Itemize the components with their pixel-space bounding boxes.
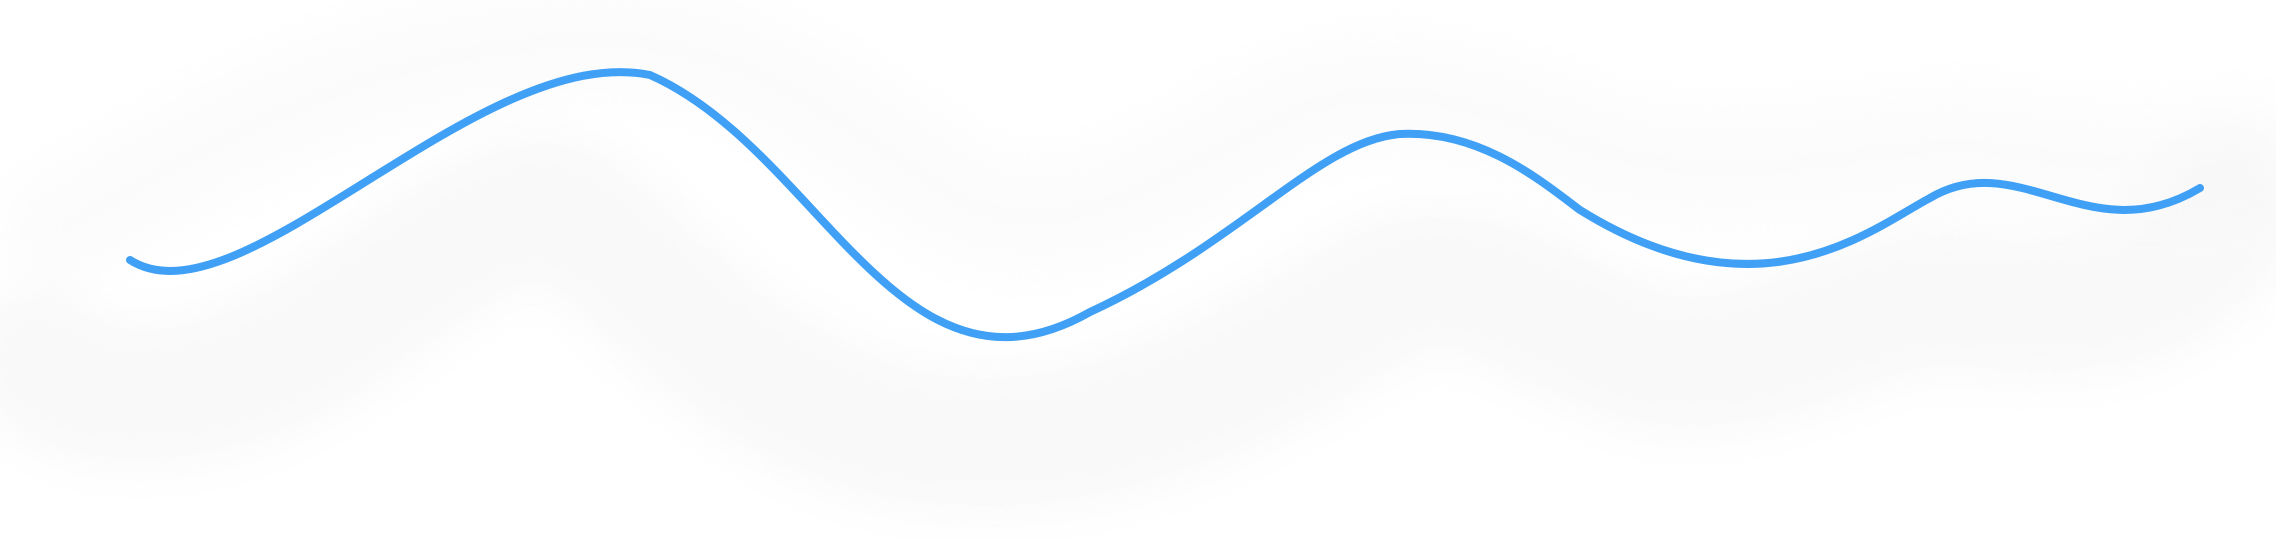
wavy-blue-line <box>126 68 2204 341</box>
background-ribbon <box>0 131 2276 518</box>
background-ribbon-upper <box>5 0 2276 285</box>
